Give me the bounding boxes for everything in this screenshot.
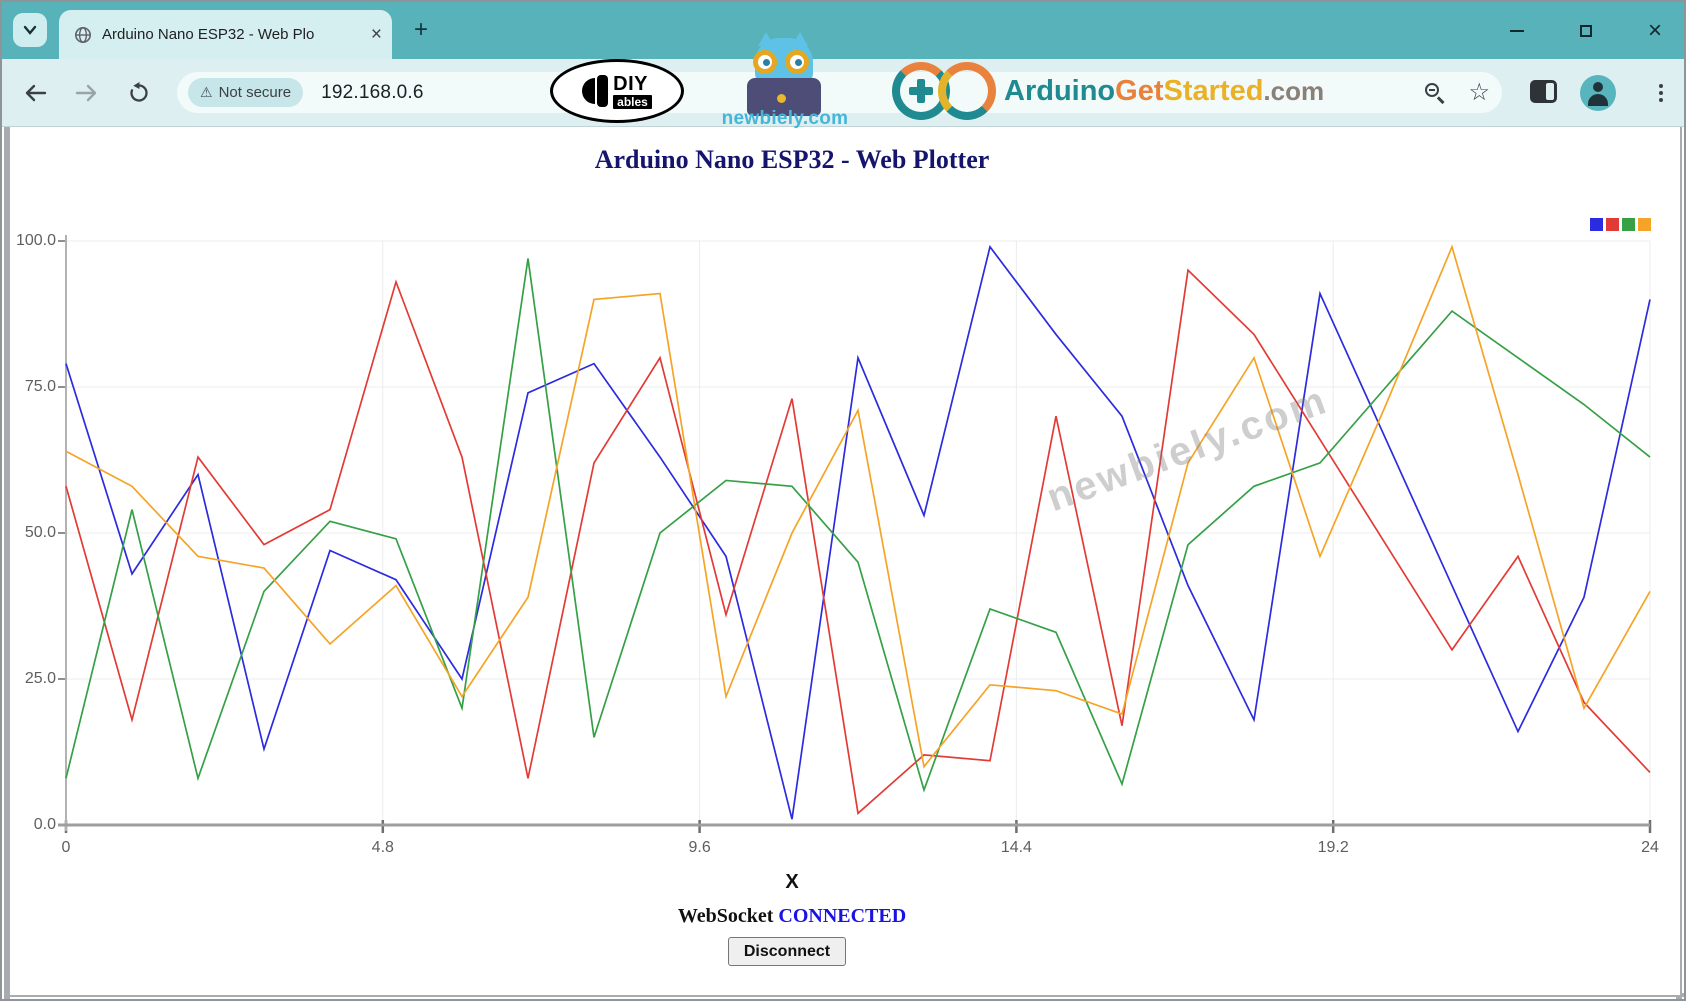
disconnect-button[interactable]: Disconnect (728, 937, 846, 966)
legend-swatch-orange[interactable] (1638, 218, 1651, 231)
reload-icon (130, 82, 148, 102)
arduinogetstarted-logo: ArduinoGetStarted.com (892, 58, 1324, 124)
tab-search-button[interactable] (13, 13, 47, 47)
page-content: Arduino Nano ESP32 - Web Plotter 100.0 75… (10, 127, 1680, 995)
owl-eye-icon (753, 50, 777, 74)
y-tick-label: 75.0 (24, 378, 56, 395)
globe-icon (75, 26, 91, 43)
security-chip[interactable]: ⚠ Not secure (188, 78, 304, 107)
forward-button[interactable] (74, 80, 100, 106)
back-arrow-icon (25, 84, 47, 102)
person-icon (1593, 82, 1603, 92)
browser-tab[interactable]: Arduino Nano ESP32 - Web Plo × (59, 10, 392, 59)
legend-swatch-blue[interactable] (1590, 218, 1603, 231)
back-button[interactable] (22, 80, 48, 106)
diyables-text-2: ables (613, 94, 652, 109)
url-text[interactable]: 192.168.0.6 (321, 81, 424, 103)
x-axis-title: X (785, 871, 799, 893)
x-tick-label: 19.2 (1317, 839, 1349, 856)
tab-title: Arduino Nano ESP32 - Web Plo (102, 26, 315, 43)
series-line-blue (65, 244, 1651, 820)
x-tick-label: 9.6 (688, 839, 711, 856)
series-line-red (65, 268, 1651, 815)
newbiely-owl-logo (744, 32, 824, 116)
y-tick-label: 25.0 (24, 670, 56, 687)
forward-arrow-icon (75, 84, 97, 102)
y-tick-label: 50.0 (24, 524, 56, 541)
maximize-icon (1580, 24, 1592, 37)
close-icon: × (1647, 16, 1662, 44)
websocket-status: WebSocket CONNECTED (10, 905, 1574, 928)
diyables-text-1: DIY (613, 72, 648, 95)
minimize-button[interactable] (1506, 20, 1528, 42)
series-line-orange (65, 244, 1651, 769)
page-title: Arduino Nano ESP32 - Web Plotter (594, 145, 990, 174)
legend-swatch-green[interactable] (1622, 218, 1635, 231)
status-prefix: WebSocket (677, 905, 774, 927)
window-controls: × (1506, 2, 1666, 59)
new-tab-button[interactable]: + (413, 16, 428, 43)
diyables-logo: DIY ables (550, 59, 684, 123)
chevron-down-icon (23, 25, 37, 35)
profile-avatar[interactable] (1580, 75, 1616, 111)
chart-legend (1590, 218, 1651, 231)
close-button[interactable]: × (1644, 16, 1666, 44)
zoom-out-button[interactable] (1424, 82, 1446, 104)
newbiely-watermark-toolbar: newbiely.com (721, 108, 849, 129)
x-tick-label: 4.8 (371, 839, 394, 856)
y-tick-label: 100.0 (15, 232, 56, 249)
line-chart (58, 235, 1652, 833)
security-label: Not secure (218, 84, 292, 101)
bookmark-star-icon[interactable]: ☆ (1468, 78, 1490, 106)
magnifier-icon (1425, 82, 1440, 97)
maximize-button[interactable] (1575, 20, 1597, 42)
side-panel-icon (1546, 83, 1554, 100)
owl-eye-icon (785, 50, 809, 74)
legend-swatch-red[interactable] (1606, 218, 1619, 231)
status-badge: CONNECTED (778, 905, 907, 927)
series-line-green (65, 258, 1651, 793)
tab-close-icon[interactable]: × (370, 24, 382, 45)
side-panel-button[interactable] (1530, 80, 1557, 103)
diyables-icon (582, 75, 609, 107)
minus-icon (1429, 89, 1436, 91)
browser-titlebar: Arduino Nano ESP32 - Web Plo × + × (2, 2, 1684, 59)
reload-button[interactable] (126, 80, 152, 106)
warning-icon: ⚠ (200, 84, 213, 100)
x-tick-label: 24 (1641, 839, 1659, 856)
magnifier-handle (1437, 95, 1446, 104)
x-tick-label: 14.4 (1000, 839, 1032, 856)
menu-kebab-button[interactable] (1652, 79, 1670, 107)
minimize-icon (1510, 29, 1524, 32)
y-tick-label: 0.0 (33, 816, 56, 833)
address-bar[interactable]: ⚠ Not secure 192.168.0.6 ☆ (177, 72, 1502, 113)
x-tick-label: 0 (61, 839, 71, 856)
arduinogetstarted-text: ArduinoGetStarted.com (1004, 74, 1325, 107)
